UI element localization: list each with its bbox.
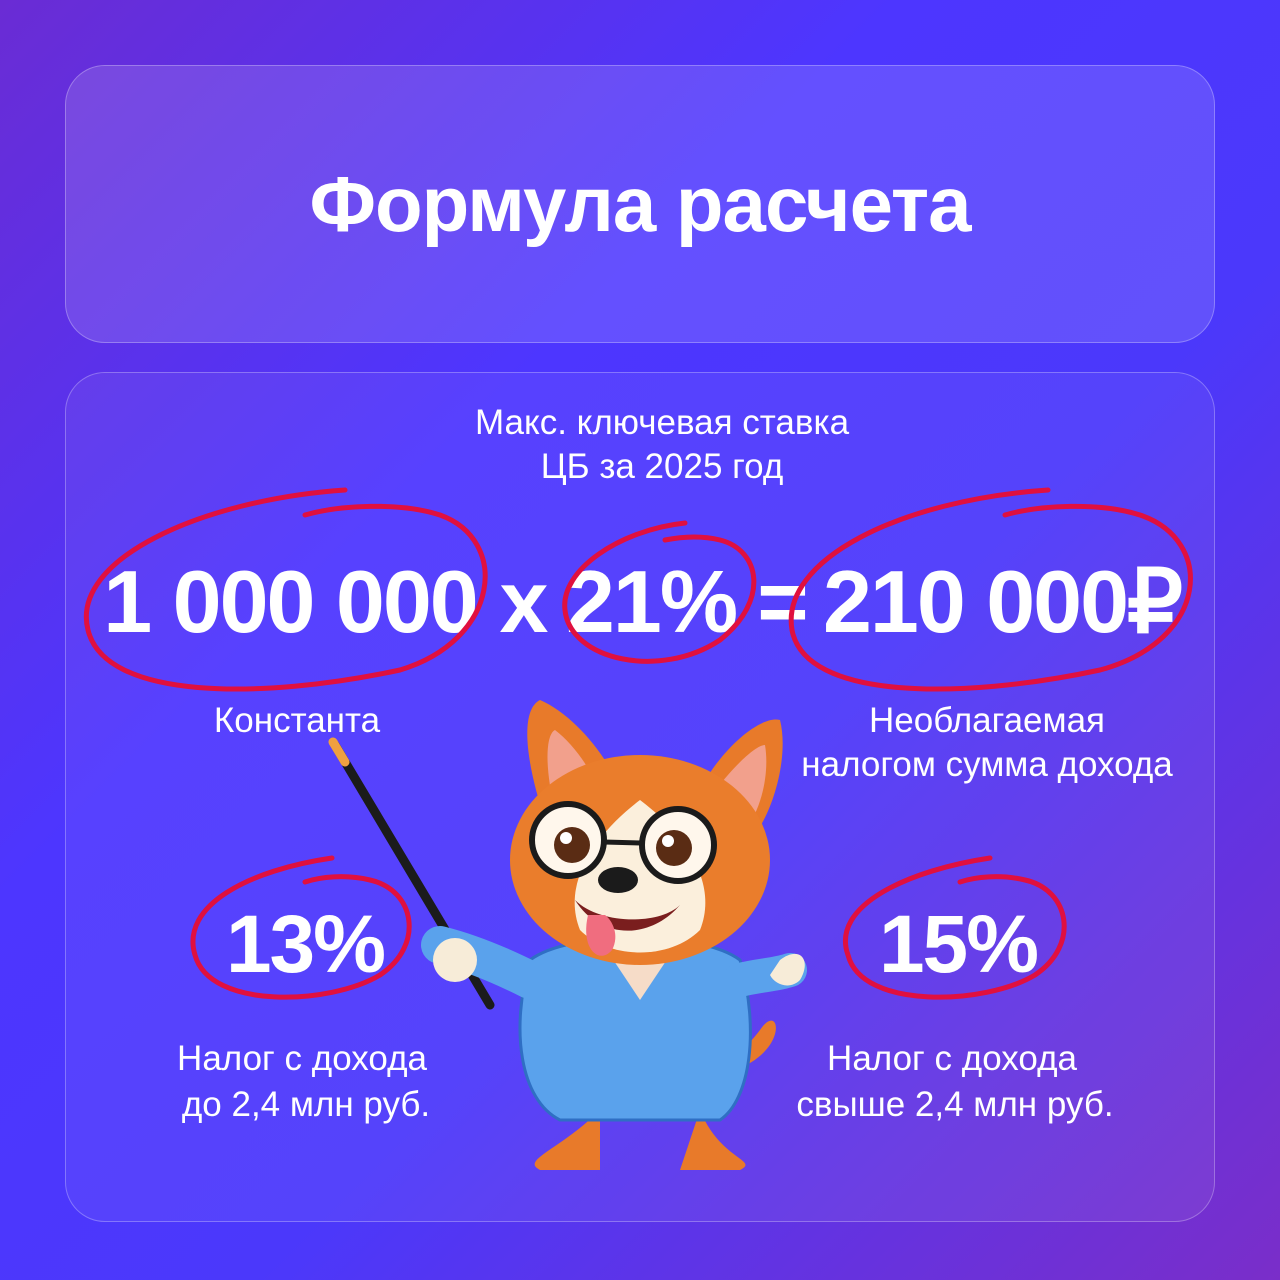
circle-base (83, 487, 488, 692)
rate-15-label-line1: Налог с дохода (827, 1039, 1077, 1078)
formula-base: 1 000 000 (103, 552, 478, 651)
rate-13-label-line1: Налог с дохода (177, 1039, 427, 1078)
rate-15-value: 15% (878, 899, 1039, 990)
result-label-line1: Необлагаемая (869, 701, 1105, 740)
rate-13-value: 13% (225, 899, 386, 990)
base-label: Константа (213, 701, 381, 740)
circle-15 (843, 855, 1067, 1000)
page-title: Формула расчета (309, 159, 971, 248)
corgi-head (510, 700, 783, 965)
result-label-line2: налогом сумма дохода (801, 745, 1173, 784)
circle-13 (190, 855, 412, 1000)
title-card: Формула расчета (65, 65, 1215, 343)
circle-rate (562, 520, 757, 664)
corgi-body (421, 926, 807, 1170)
formula-rate: 21% (565, 552, 738, 651)
rate-13-label-line2: до 2,4 млн руб. (181, 1085, 431, 1124)
rate-caption-line1: Макс. ключевая ставка (474, 403, 850, 442)
corgi-nose (598, 867, 638, 893)
formula-multiply: x (499, 552, 549, 651)
formula-result: 210 000₽ (822, 552, 1183, 651)
rate-caption-line2: ЦБ за 2025 год (540, 447, 784, 486)
corgi-tongue (586, 915, 616, 956)
formula-equals: = (757, 552, 808, 651)
circle-result (788, 487, 1193, 692)
rate-15-label-line2: свыше 2,4 млн руб. (796, 1085, 1114, 1124)
